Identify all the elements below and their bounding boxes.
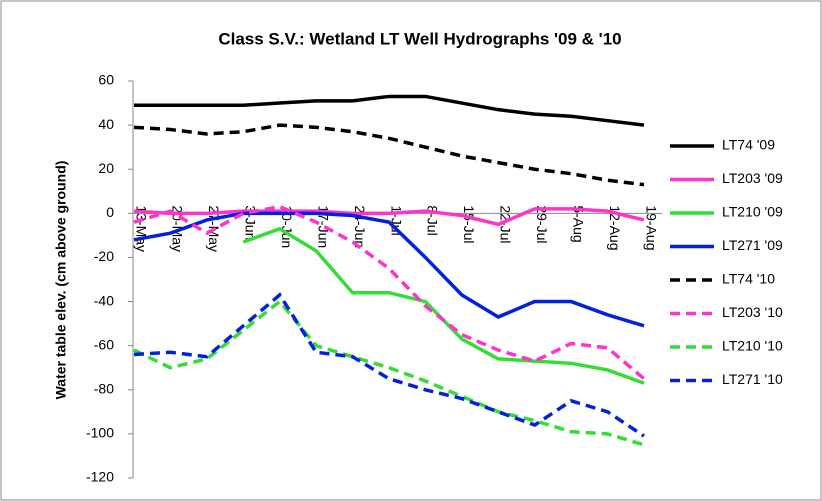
y-tick-label: 20 (98, 160, 114, 176)
chart-title: Class S.V.: Wetland LT Well Hydrographs … (218, 29, 621, 48)
y-axis-label: Water table elev. (cm above ground) (53, 161, 69, 400)
series-line (134, 94, 645, 127)
x-tick-label: 12-Aug (607, 205, 623, 250)
y-tick-label: -40 (94, 292, 114, 308)
x-tick-label: 17-Jun (315, 205, 331, 248)
y-tick-label: -120 (86, 469, 114, 485)
x-tick-label: 19-Aug (643, 205, 659, 250)
legend-label: LT210 '10 (722, 338, 783, 354)
legend-label: LT210 '09 (722, 204, 783, 220)
y-tick-label: -80 (94, 380, 114, 396)
legend-label: LT74 '10 (722, 271, 775, 287)
y-tick-label: -60 (94, 336, 114, 352)
series-line (133, 123, 645, 187)
x-tick-label: 15-Jul (461, 205, 477, 243)
x-tick-label: 22-Jul (498, 205, 514, 243)
y-tick-label: -100 (86, 425, 114, 441)
legend-label: LT74 '09 (722, 137, 775, 153)
legend-label: LT271 '10 (722, 371, 783, 387)
series-line (133, 204, 646, 381)
series-line (133, 211, 645, 328)
legend-label: LT203 '09 (722, 170, 783, 186)
y-tick-label: 60 (98, 72, 114, 88)
x-tick-label: 5-Aug (570, 205, 586, 242)
x-tick-label: 29-Jul (534, 205, 550, 243)
y-tick-label: 40 (98, 116, 114, 132)
y-tick-label: 0 (106, 204, 114, 220)
series-line (133, 292, 645, 438)
legend-label: LT203 '10 (722, 304, 783, 320)
series-line (133, 299, 645, 447)
legend-label: LT271 '09 (722, 237, 783, 253)
y-tick-label: -20 (94, 248, 114, 264)
series-line (133, 207, 645, 227)
